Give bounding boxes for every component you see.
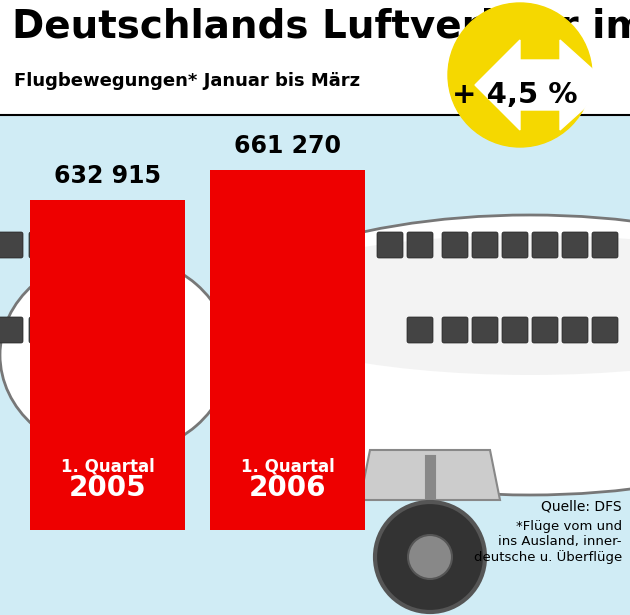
FancyBboxPatch shape	[60, 317, 86, 343]
Text: Flugbewegungen* Januar bis März: Flugbewegungen* Januar bis März	[14, 72, 360, 90]
Circle shape	[375, 502, 485, 612]
Text: Deutschlands Luftverkehr im Plus: Deutschlands Luftverkehr im Plus	[12, 8, 630, 46]
FancyBboxPatch shape	[442, 232, 468, 258]
FancyBboxPatch shape	[592, 317, 618, 343]
FancyBboxPatch shape	[562, 317, 588, 343]
FancyBboxPatch shape	[562, 232, 588, 258]
FancyBboxPatch shape	[60, 232, 86, 258]
FancyBboxPatch shape	[29, 232, 55, 258]
Bar	[210, 170, 365, 530]
Polygon shape	[475, 40, 610, 130]
FancyBboxPatch shape	[592, 232, 618, 258]
FancyBboxPatch shape	[442, 317, 468, 343]
Text: 1. Quartal: 1. Quartal	[241, 457, 335, 475]
FancyBboxPatch shape	[532, 232, 558, 258]
Bar	[30, 200, 185, 530]
FancyBboxPatch shape	[0, 317, 23, 343]
FancyBboxPatch shape	[29, 317, 55, 343]
FancyBboxPatch shape	[377, 232, 403, 258]
FancyBboxPatch shape	[502, 317, 528, 343]
Bar	[0, 115, 630, 615]
FancyBboxPatch shape	[407, 232, 433, 258]
Bar	[0, 0, 630, 115]
Text: + 4,5 %: + 4,5 %	[452, 81, 578, 109]
FancyBboxPatch shape	[252, 232, 278, 258]
Ellipse shape	[232, 235, 630, 375]
FancyBboxPatch shape	[0, 232, 23, 258]
Text: 1. Quartal: 1. Quartal	[60, 457, 154, 475]
FancyBboxPatch shape	[472, 232, 498, 258]
Ellipse shape	[0, 255, 230, 455]
FancyBboxPatch shape	[472, 317, 498, 343]
Ellipse shape	[180, 215, 630, 495]
Text: *Flüge vom und
ins Ausland, inner-
deutsche u. Überflüge: *Flüge vom und ins Ausland, inner- deuts…	[474, 520, 622, 564]
Text: Quelle: DFS: Quelle: DFS	[541, 500, 622, 514]
FancyBboxPatch shape	[252, 317, 278, 343]
Text: 632 915: 632 915	[54, 164, 161, 188]
Circle shape	[408, 535, 452, 579]
FancyBboxPatch shape	[502, 232, 528, 258]
Text: 661 270: 661 270	[234, 134, 341, 158]
FancyBboxPatch shape	[407, 317, 433, 343]
FancyBboxPatch shape	[532, 317, 558, 343]
Bar	[0, 445, 230, 615]
Text: 2006: 2006	[249, 474, 326, 502]
Circle shape	[448, 3, 592, 147]
Polygon shape	[360, 450, 500, 500]
Text: 2005: 2005	[69, 474, 146, 502]
